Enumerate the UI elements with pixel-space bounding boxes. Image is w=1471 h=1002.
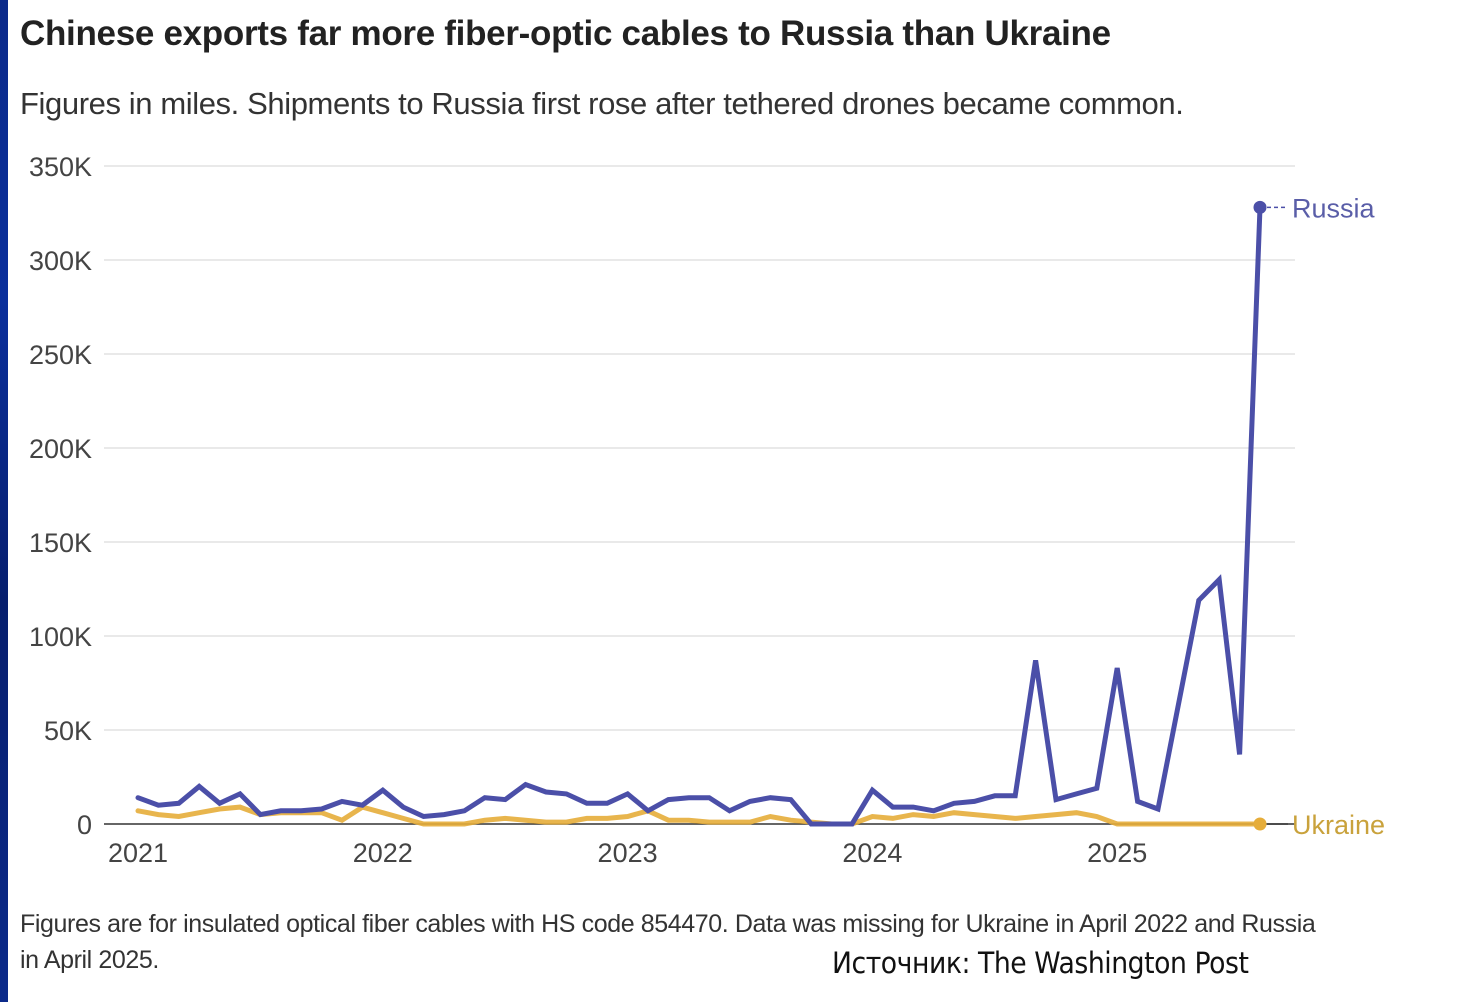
chart-subtitle: Figures in miles. Shipments to Russia fi…: [20, 86, 1184, 121]
x-tick-label: 2024: [842, 838, 902, 868]
x-tick-label: 2023: [598, 838, 658, 868]
left-background-strip: [0, 0, 8, 1002]
series-label-ukraine: Ukraine: [1292, 810, 1385, 840]
series-label-russia: Russia: [1292, 193, 1376, 223]
source-credit: Источник: The Washington Post: [832, 946, 1249, 980]
series-line-russia: [135, 204, 1263, 827]
y-tick-label: 150K: [29, 528, 92, 558]
end-point-russia: [1253, 200, 1267, 214]
y-axis-ticks: 0 50K 100K 150K 200K 250K 300K 350K: [29, 152, 92, 840]
y-tick-label: 0: [77, 810, 92, 840]
series-lines: [135, 200, 1267, 831]
x-axis-ticks: 2021 2022 2023 2024 2025: [108, 838, 1147, 868]
y-tick-label: 200K: [29, 434, 92, 464]
series-labels: Ukraine Russia: [1267, 193, 1385, 840]
gridlines: [104, 165, 1295, 731]
y-tick-label: 50K: [44, 716, 92, 746]
y-tick-label: 100K: [29, 622, 92, 652]
y-tick-label: 300K: [29, 246, 92, 276]
x-tick-label: 2022: [353, 838, 413, 868]
series-line-ukraine: [135, 804, 1263, 827]
chart-title: Chinese exports far more fiber-optic cab…: [20, 14, 1111, 53]
chart-footnote: Figures are for insulated optical fiber …: [20, 910, 1316, 974]
y-tick-label: 350K: [29, 152, 92, 182]
end-point-ukraine: [1253, 817, 1267, 831]
y-tick-label: 250K: [29, 340, 92, 370]
x-tick-label: 2021: [108, 838, 168, 868]
x-tick-label: 2025: [1087, 838, 1147, 868]
